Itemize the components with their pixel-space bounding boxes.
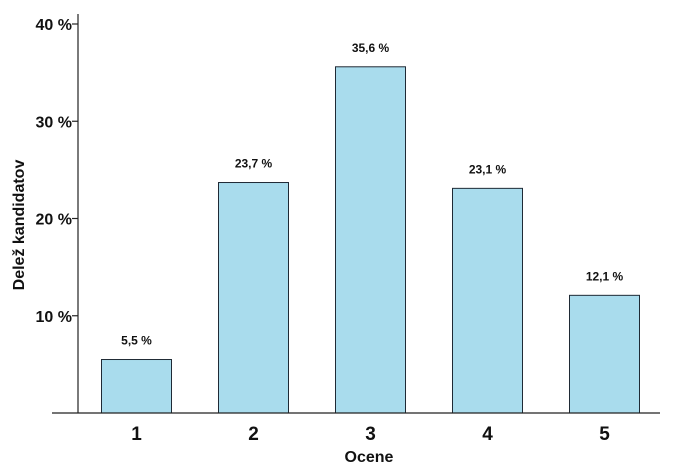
y-tick-label: 20 % [36,212,72,229]
bar-4 [452,187,523,414]
bar-data-label: 12,1 % [586,269,624,283]
bar-1 [101,359,172,414]
y-tick-label: 40 % [36,17,72,34]
bar-data-label: 23,7 % [235,157,273,171]
bars-layer [101,66,640,414]
x-tick-label: 2 [248,424,259,445]
x-tick-label: 5 [599,424,610,445]
bar-data-label: 23,1 % [469,162,507,176]
bar-3 [335,66,406,414]
y-tick-label: 30 % [36,114,72,131]
bar-2 [218,182,289,414]
x-tick-label: 1 [131,424,142,445]
bar-data-label: 5,5 % [121,334,152,348]
y-tick-label: 10 % [36,309,72,326]
bar-data-label: 35,6 % [352,41,390,55]
axes-layer [52,14,660,414]
y-axis-label: Delež kandidatov [11,160,28,291]
labels-layer: 10 % 20 % 30 % 40 % 1 5,5 % 2 23,7 % 3 35,6 % 4 23,… [11,17,624,466]
x-axis-label: Ocene [345,449,394,466]
bar-5 [569,294,640,414]
x-tick-label: 3 [365,424,376,445]
x-tick-label: 4 [482,424,493,445]
